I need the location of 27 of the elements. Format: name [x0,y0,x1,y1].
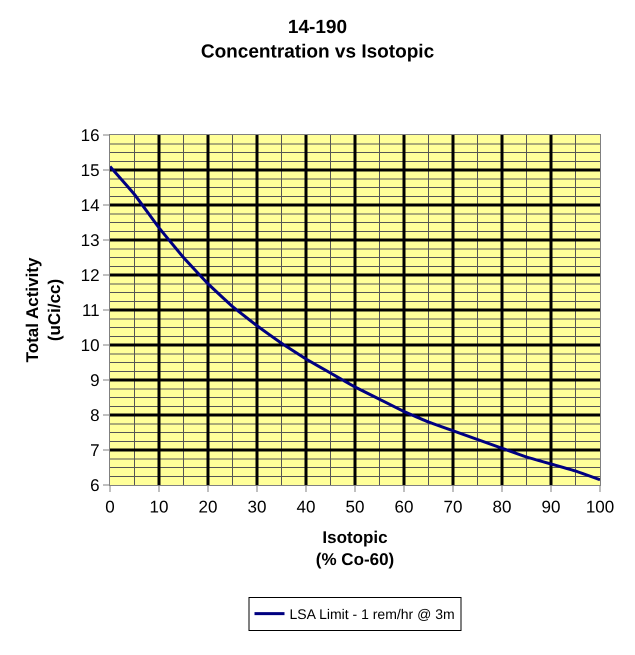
x-tick-label: 100 [586,497,614,516]
legend-label: LSA Limit - 1 rem/hr @ 3m [290,606,455,622]
x-tick-label: 20 [198,497,218,516]
y-tick-label: 16 [80,126,100,145]
y-tick-label: 8 [90,406,100,425]
y-tick-label: 15 [80,160,100,180]
x-tick-label: 10 [150,497,168,516]
x-tick-label: 50 [346,497,364,516]
x-tick-label: 40 [296,497,316,516]
x-axis-title: Isotopic (% Co-60) [316,528,394,569]
x-tick-label: 90 [542,497,560,516]
x-tick-label: 0 [105,497,115,516]
y-tick-label: 9 [90,370,100,390]
line-series [110,165,600,482]
x-tick-label: 30 [248,497,266,516]
y-tick-label: 14 [80,196,100,215]
y-tick-label: 11 [82,300,100,320]
y-tick-label: 10 [80,336,100,355]
y-tick-label: 13 [80,230,100,250]
y-tick-label: 12 [80,266,100,285]
y-axis-title: Total Activity (uCi/cc) [23,257,64,362]
x-tick-label: 70 [444,497,462,516]
y-tick-label: 7 [90,440,100,460]
x-tick-label: 80 [492,497,512,516]
x-tick-label: 60 [394,497,414,516]
y-tick-label: 6 [90,476,100,495]
chart-title: 14-190 Concentration vs Isotopic [200,16,435,62]
